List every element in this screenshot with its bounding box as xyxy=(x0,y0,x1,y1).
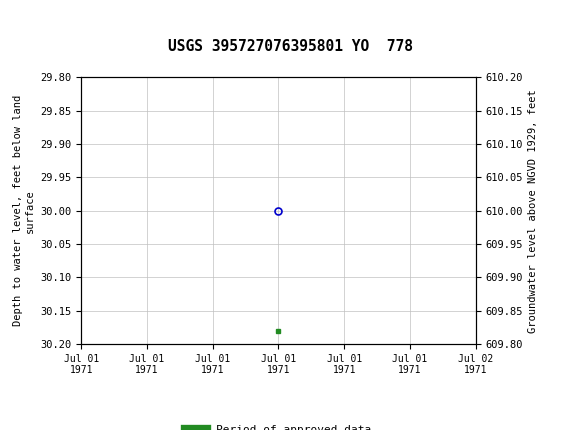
Text: USGS 395727076395801 YO  778: USGS 395727076395801 YO 778 xyxy=(168,39,412,54)
Legend: Period of approved data: Period of approved data xyxy=(181,421,376,430)
Text: USGS: USGS xyxy=(52,13,112,32)
Y-axis label: Groundwater level above NGVD 1929, feet: Groundwater level above NGVD 1929, feet xyxy=(528,89,538,332)
Y-axis label: Depth to water level, feet below land
surface: Depth to water level, feet below land su… xyxy=(13,95,35,326)
